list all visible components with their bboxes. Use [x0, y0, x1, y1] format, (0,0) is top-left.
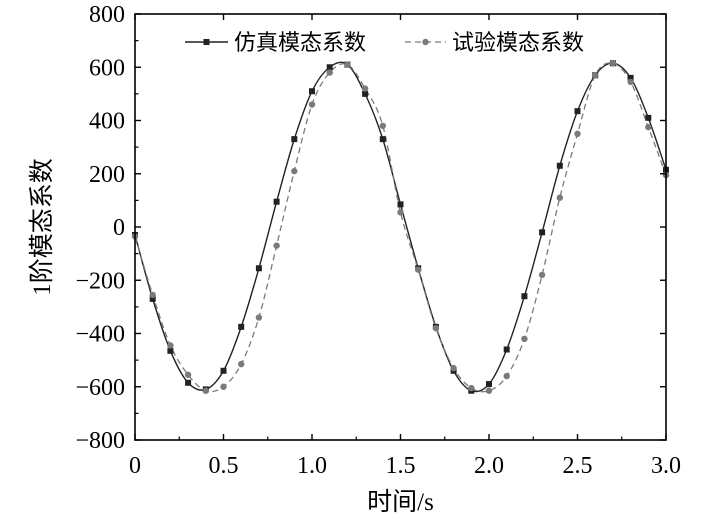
series-1-point-19	[468, 384, 475, 392]
series-0-point-23	[539, 229, 546, 236]
y-tick-label-7: 600	[89, 55, 125, 81]
series-line-0	[134, 61, 667, 393]
series-1-point-21	[503, 372, 510, 380]
y-tick-label-1: −600	[75, 375, 125, 401]
y-tick-label-0: −800	[75, 428, 125, 454]
series-1-point-13	[361, 85, 369, 92]
x-tick-label-4: 2.0	[474, 453, 504, 479]
series-1-point-15	[397, 209, 404, 216]
legend-label-simulation: 仿真模态系数	[234, 30, 366, 55]
series-0-point-3	[185, 379, 192, 386]
series-0-point-22	[521, 293, 528, 300]
series-1-point-17	[432, 324, 440, 332]
series-1-point-28	[627, 78, 634, 86]
y-tick-label-2: −400	[75, 322, 125, 348]
series-1-point-25	[574, 130, 581, 138]
series-1-point-1	[149, 291, 156, 299]
series-1-point-9	[291, 167, 298, 175]
series-0-point-15	[397, 201, 404, 208]
series-0-point-6	[238, 323, 245, 330]
series-0-point-2	[167, 347, 174, 354]
series-0-point-21	[503, 346, 510, 353]
series-0-point-14	[379, 136, 386, 143]
series-1-point-26	[592, 72, 599, 79]
series-1-point-14	[379, 122, 386, 130]
series-1-point-24	[556, 194, 563, 201]
series-0-point-13	[362, 90, 369, 97]
y-tick-label-5: 200	[89, 162, 125, 188]
series-0-point-28	[627, 74, 634, 81]
y-tick-label-4: 0	[113, 215, 125, 241]
series-1-point-18	[450, 364, 457, 372]
legend-marker-experiment	[422, 38, 429, 46]
series-1-point-5	[220, 383, 227, 390]
x-tick-label-2: 1.0	[297, 453, 327, 479]
series-1-point-20	[485, 387, 493, 394]
legend: 仿真模态系数 试验模态系数	[185, 30, 584, 55]
y-tick-label-8: 800	[89, 2, 125, 28]
series-0-point-1	[149, 295, 156, 302]
x-axis-ticks: 0 0.5 1.0 1.5 2.0 2.5 3.0	[129, 14, 681, 479]
series-0-point-5	[220, 367, 227, 374]
x-tick-label-1: 0.5	[209, 453, 239, 479]
series-1-point-29	[645, 123, 652, 131]
series-1-point-22	[521, 335, 528, 343]
series-1-point-3	[184, 371, 192, 378]
series-1-point-6	[238, 360, 245, 368]
series-1-point-12	[344, 61, 351, 68]
legend-label-experiment: 试验模态系数	[452, 30, 584, 55]
x-tick-label-0: 0	[129, 453, 141, 479]
series-1-point-11	[326, 69, 333, 76]
series-1-point-10	[308, 101, 316, 108]
x-tick-label-6: 3.0	[651, 453, 681, 479]
series-1-point-27	[609, 60, 617, 67]
series-1-point-4	[202, 387, 209, 394]
plot-frame	[134, 13, 667, 441]
x-axis-title: 时间/s	[367, 488, 434, 516]
plot-markers	[131, 60, 670, 394]
series-0-point-25	[574, 108, 581, 115]
series-1-point-7	[255, 314, 263, 321]
series-0-point-10	[309, 88, 315, 95]
series-0-point-11	[326, 64, 333, 71]
series-0-point-20	[486, 381, 492, 388]
series-0-point-24	[556, 162, 563, 169]
x-tick-label-3: 1.5	[386, 453, 416, 479]
series-0-point-8	[273, 198, 280, 205]
series-1-point-23	[538, 271, 546, 279]
y-tick-label-3: −200	[75, 268, 125, 294]
y-axis-title: 1阶模态系数	[28, 158, 56, 296]
series-1-point-16	[415, 266, 422, 273]
series-0-point-29	[645, 114, 652, 121]
series-line-1	[134, 62, 667, 393]
series-1-point-2	[167, 342, 174, 349]
series-0-point-7	[255, 265, 262, 272]
y-axis-ticks: −800 −600 −400 −200 0 200 400 600 800	[75, 2, 666, 454]
series-1-point-8	[273, 242, 280, 249]
x-tick-label-5: 2.5	[563, 453, 593, 479]
y-tick-label-6: 400	[89, 109, 125, 135]
legend-marker-simulation	[203, 39, 210, 45]
plot-lines	[134, 61, 667, 393]
series-0-point-9	[291, 136, 298, 143]
